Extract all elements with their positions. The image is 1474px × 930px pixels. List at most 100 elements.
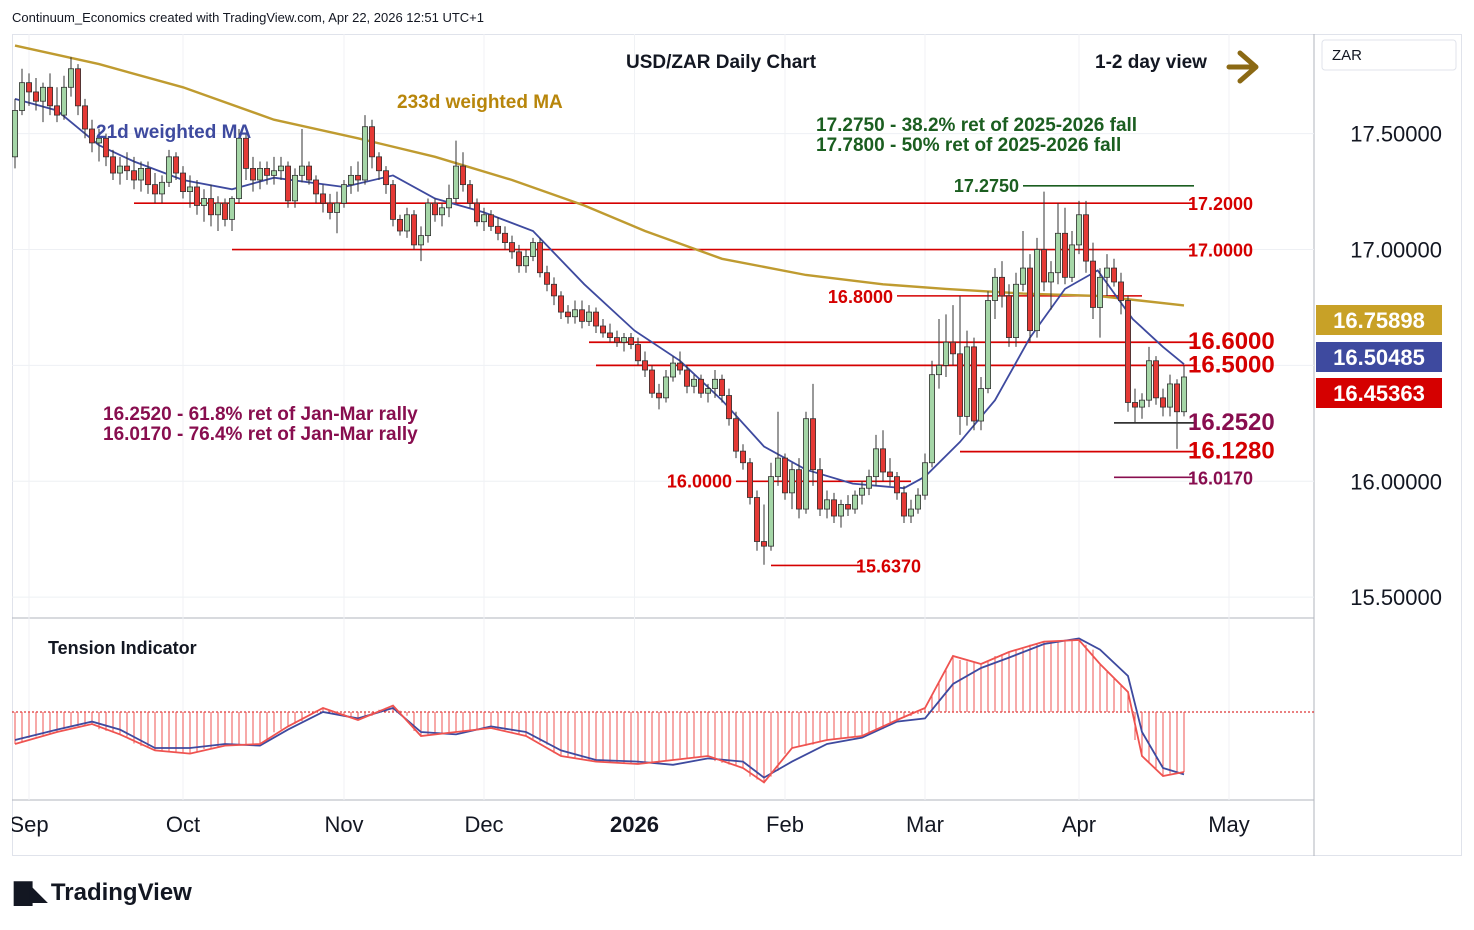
candle-body <box>964 346 971 417</box>
level-label: 16.1280 <box>1188 438 1275 465</box>
candle-body <box>1146 360 1153 401</box>
candle-body <box>866 476 873 489</box>
candle-body <box>103 137 110 158</box>
candle-body <box>1027 267 1034 332</box>
time-axis[interactable]: Sep Oct Nov Dec 2026 Feb Mar Apr May <box>9 812 1250 837</box>
candle-body <box>831 499 838 517</box>
candle-body <box>235 137 242 199</box>
candle-body <box>200 198 207 206</box>
candle-body <box>221 202 228 220</box>
candle-body <box>628 337 635 345</box>
candle-body <box>796 469 803 510</box>
fib-annotation: 16.0170 - 76.4% ret of Jan-Mar rally <box>103 424 418 445</box>
candle-body <box>880 448 887 473</box>
grid-lines <box>12 34 1462 856</box>
candle-body <box>999 276 1006 297</box>
tension-fast-line <box>14 639 1185 784</box>
candle-body <box>452 165 459 199</box>
candle-body <box>852 494 859 510</box>
candle-body <box>117 165 124 174</box>
candle-body <box>270 170 277 176</box>
candle-body <box>782 457 789 494</box>
chart-canvas[interactable]: Tension Indicator 17.50000 17.00000 16.000… <box>9 34 1462 856</box>
candle-body <box>96 137 103 144</box>
candle-body <box>593 311 600 327</box>
candle-body <box>705 388 712 394</box>
fib-annotation: 17.2750 - 38.2% ret of 2025-2026 fall <box>816 115 1137 136</box>
candle-body <box>347 174 354 186</box>
candle-body <box>943 341 950 366</box>
time-tick-label: 2026 <box>610 812 659 837</box>
candle-body <box>1020 267 1027 285</box>
candle-body <box>501 232 508 243</box>
candle-body <box>438 207 445 216</box>
candle-body <box>985 300 992 389</box>
candle-body <box>494 225 501 234</box>
candle-body <box>319 193 326 204</box>
candle-body <box>39 86 46 102</box>
candle-body <box>537 242 544 274</box>
candle-body <box>396 218 403 232</box>
candle-body <box>1174 383 1181 413</box>
candle-body <box>249 168 256 181</box>
candle-body <box>558 295 565 313</box>
candle-body <box>936 364 943 376</box>
price-label-box <box>1316 378 1442 408</box>
candle-body <box>768 476 775 547</box>
candle-body <box>922 462 929 496</box>
candle-body <box>607 332 614 338</box>
tension-indicator-title: Tension Indicator <box>48 638 197 658</box>
candle-body <box>957 353 964 417</box>
candle-body <box>726 395 733 420</box>
candle-body <box>431 202 438 216</box>
time-tick-label: Oct <box>166 812 200 837</box>
candle-body <box>761 541 768 547</box>
candle-body <box>424 202 431 237</box>
candle-body <box>172 156 179 174</box>
candle-body <box>54 105 61 116</box>
candle-body <box>586 311 593 322</box>
candle-body <box>712 378 719 389</box>
candle-body <box>522 256 529 267</box>
candle-body <box>242 137 249 169</box>
price-axis[interactable]: 17.50000 17.00000 16.00000 15.50000 ZAR 16.75… <box>1316 39 1457 610</box>
chart-frame: Tension Indicator 17.50000 17.00000 16.000… <box>9 34 1462 856</box>
candle-body <box>1104 267 1111 278</box>
candle-body <box>459 165 466 186</box>
candle-body <box>1132 402 1139 408</box>
candle-body <box>487 214 494 227</box>
candle-body <box>1139 399 1146 408</box>
candle-body <box>389 184 396 220</box>
candle-body <box>614 337 621 343</box>
candle-body <box>89 128 96 144</box>
candle-body <box>677 362 684 371</box>
candle-body <box>368 126 375 158</box>
candle-body <box>354 174 361 181</box>
candle-body <box>131 170 138 181</box>
candle-body <box>551 283 558 297</box>
currency-box <box>1321 39 1457 71</box>
candle-body <box>803 418 810 510</box>
level-label: 17.2000 <box>1188 194 1253 214</box>
candle-body <box>228 198 235 220</box>
level-label: 16.5000 <box>1188 351 1275 378</box>
level-label: 16.0000 <box>667 471 732 491</box>
time-tick-label: Apr <box>1062 812 1096 837</box>
candle-body <box>1041 249 1048 283</box>
candle-body <box>417 235 424 246</box>
candle-body <box>635 344 642 362</box>
tradingview-logo[interactable]: ▇◣ TradingView <box>14 878 192 907</box>
candle-body <box>1069 244 1076 278</box>
view-horizon: 1-2 day view <box>1095 52 1207 73</box>
candle-body <box>375 156 382 172</box>
candlestick-series <box>11 57 1188 565</box>
candle-body <box>11 110 18 158</box>
chart-title: USD/ZAR Daily Chart <box>626 52 817 73</box>
level-label: 16.0170 <box>1188 468 1253 488</box>
candle-body <box>733 418 740 452</box>
candle-body <box>873 448 880 478</box>
fib-annotation: 16.2520 - 61.8% ret of Jan-Mar rally <box>103 404 418 425</box>
candle-body <box>82 105 89 130</box>
candle-body <box>138 168 145 181</box>
candle-body <box>291 174 298 202</box>
